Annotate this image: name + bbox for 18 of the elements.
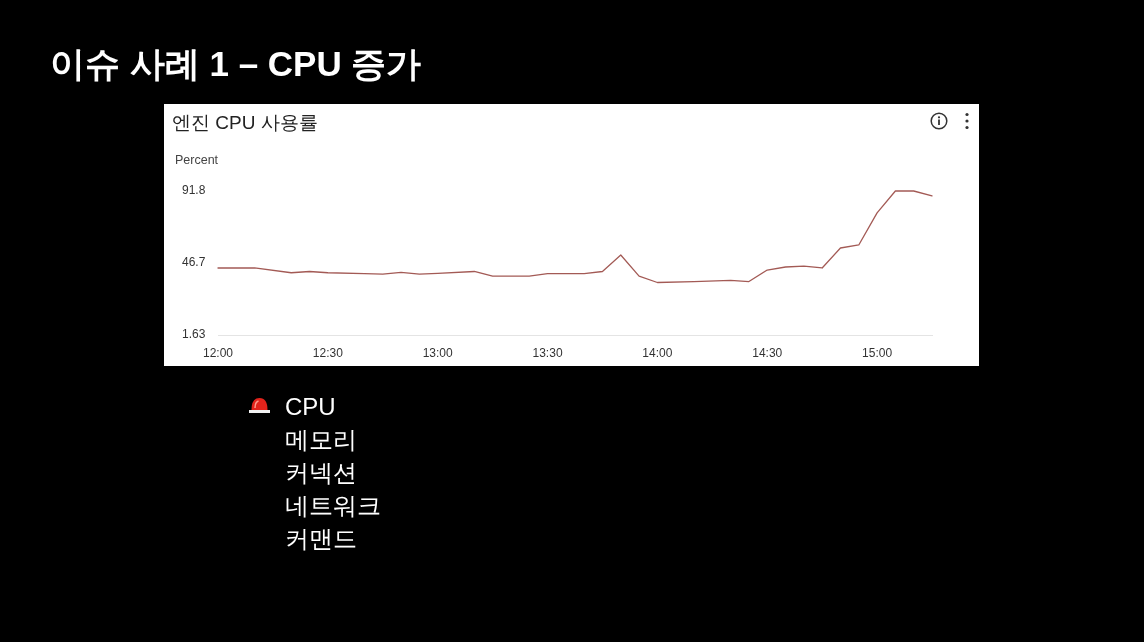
text: 메모리 (285, 425, 358, 455)
text: 커넥션 (285, 458, 358, 488)
y-tick-label: 46.7 (182, 255, 206, 270)
y-axis-title: Percent (175, 152, 219, 168)
chart-title: 이슈 사례 1 – CPU 증가 (50, 43, 422, 85)
x-tick-label: 14:00 (642, 345, 673, 360)
text: 커맨드 (285, 524, 358, 554)
x-tick-label: 14:30 (752, 345, 783, 360)
y-tick-label: 1.63 (182, 327, 206, 342)
chart-subtitle: 엔진 CPU 사용률 (172, 111, 318, 135)
x-tick-label: 12:00 (202, 345, 234, 360)
x-tick-label: 12:30 (312, 345, 344, 360)
x-tick-label: 13:30 (532, 345, 563, 360)
text: 네트워크 (285, 491, 381, 521)
text: CPU (285, 392, 337, 422)
x-tick-label: 13:00 (422, 345, 454, 360)
x-tick-label: 15:00 (862, 345, 893, 360)
y-tick-label: 91.8 (182, 183, 206, 198)
